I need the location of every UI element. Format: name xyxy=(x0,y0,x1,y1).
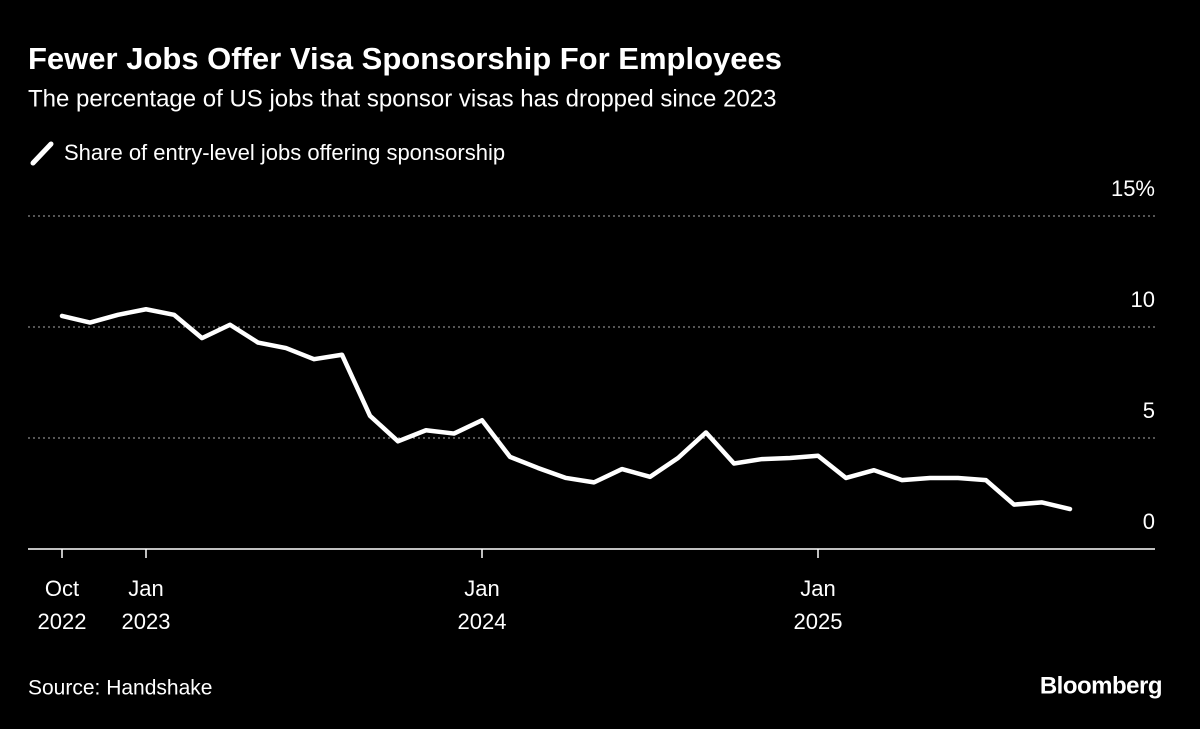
x-tick-label: Jan xyxy=(800,576,835,601)
chart-title: Fewer Jobs Offer Visa Sponsorship For Em… xyxy=(28,41,782,76)
brand: Bloomberg xyxy=(1040,672,1162,699)
y-tick-label: 0 xyxy=(1143,509,1155,534)
x-tick-label: Jan xyxy=(464,576,499,601)
legend-label: Share of entry-level jobs offering spons… xyxy=(64,140,505,165)
y-tick-label: 15% xyxy=(1111,176,1155,201)
x-tick-label: 2024 xyxy=(458,609,507,634)
source: Source: Handshake xyxy=(28,677,212,700)
legend-icon xyxy=(30,141,54,166)
y-tick-label: 10 xyxy=(1131,287,1155,312)
x-tick-label: Oct xyxy=(45,576,79,601)
x-tick-label: 2023 xyxy=(122,609,171,634)
x-tick-label: Jan xyxy=(128,576,163,601)
x-tick-label: 2022 xyxy=(38,609,87,634)
data-line xyxy=(59,306,1073,512)
chart-subtitle: The percentage of US jobs that sponsor v… xyxy=(28,85,776,112)
y-tick-label: 5 xyxy=(1143,398,1155,423)
x-tick-label: 2025 xyxy=(794,609,843,634)
